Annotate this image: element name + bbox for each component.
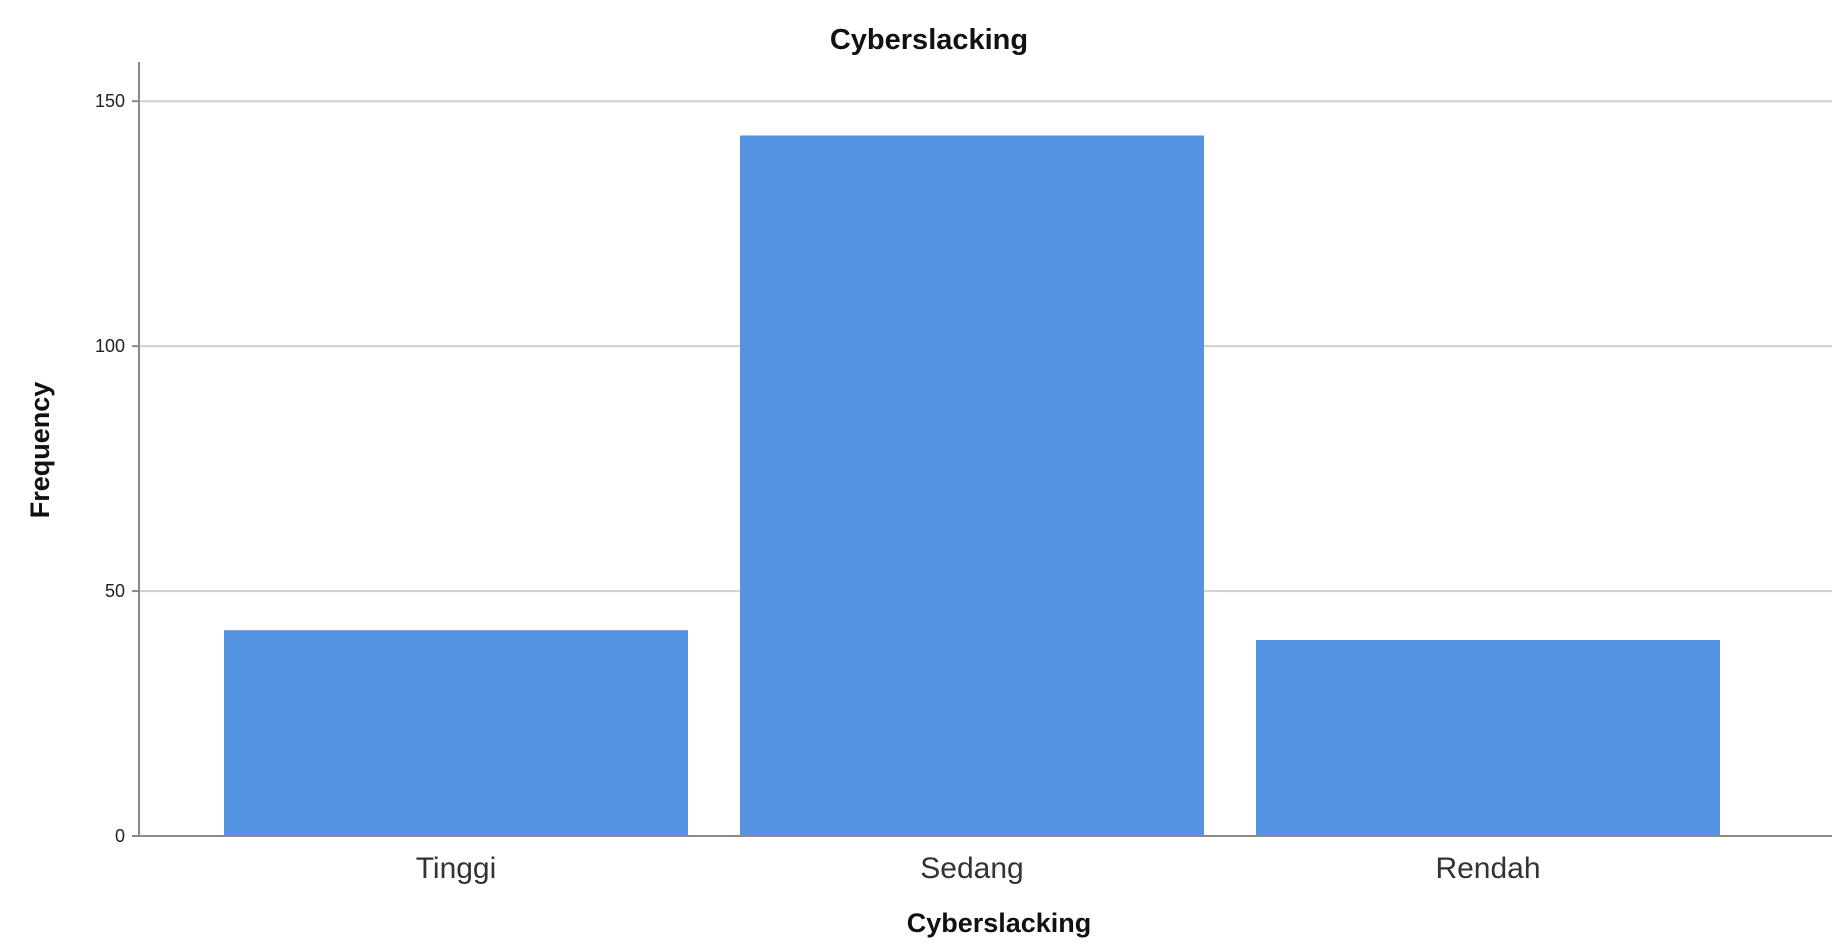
bar-sedang: [740, 135, 1204, 836]
y-tick-label: 50: [105, 581, 125, 601]
bars: [224, 135, 1720, 836]
x-tick-labels: Tinggi Sedang Rendah: [416, 852, 1541, 885]
x-tick-label: Tinggi: [416, 852, 497, 885]
y-axis-title: Frequency: [25, 382, 55, 519]
bar-tinggi: [224, 630, 688, 836]
y-tick-label: 0: [115, 826, 125, 846]
y-tick-label: 100: [95, 336, 125, 356]
x-axis-title: Cyberslacking: [907, 908, 1092, 938]
bar-rendah: [1256, 640, 1720, 836]
x-tick-label: Rendah: [1435, 852, 1540, 885]
axes: [138, 62, 1832, 837]
y-tick-labels: 0 50 100 150: [95, 91, 139, 846]
chart-title: Cyberslacking: [830, 24, 1028, 56]
y-tick-label: 150: [95, 91, 125, 111]
x-tick-label: Sedang: [920, 852, 1023, 885]
